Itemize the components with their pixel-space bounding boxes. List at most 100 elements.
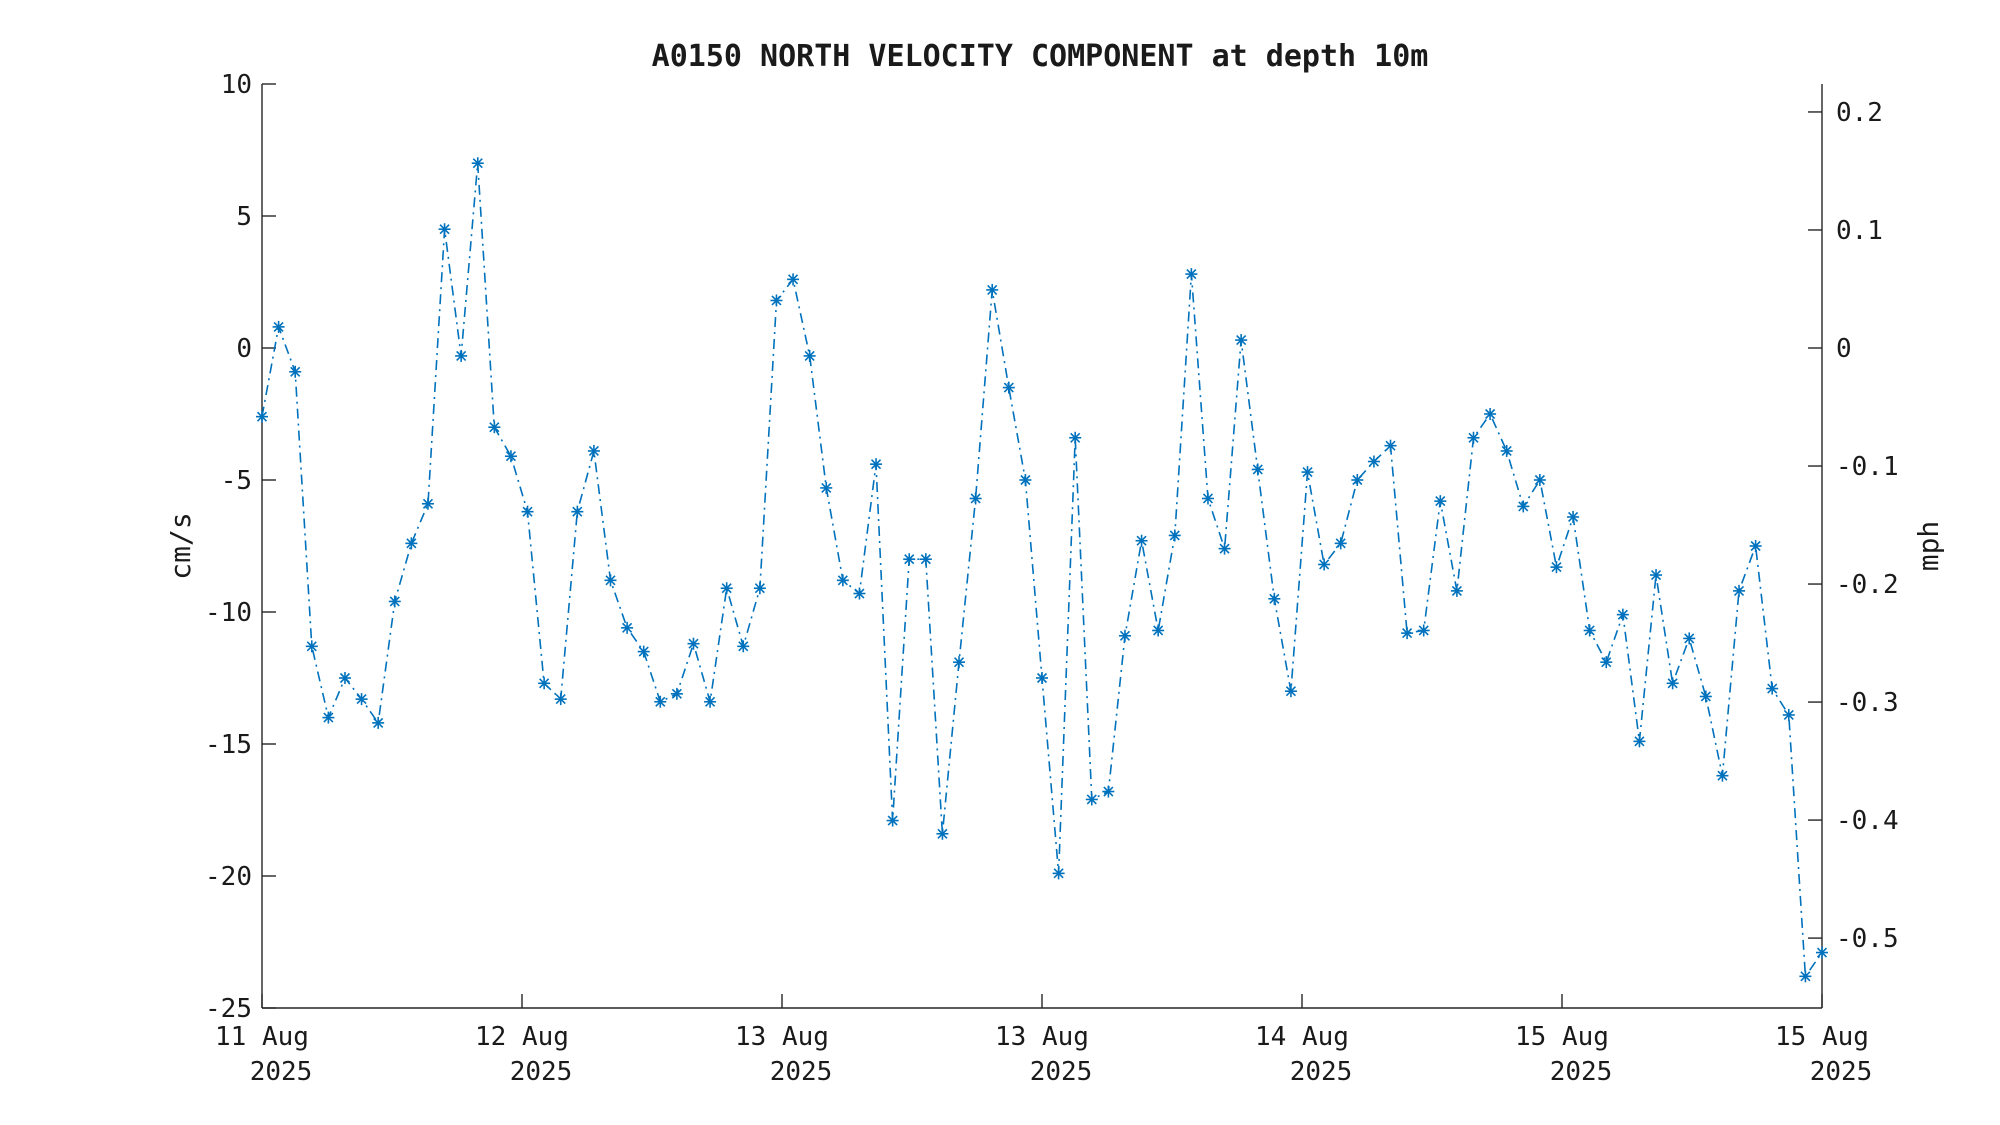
data-point [1484, 408, 1497, 420]
data-point [1500, 444, 1513, 457]
plot-area [261, 84, 1823, 1009]
data-point [853, 587, 866, 600]
data-point [1417, 624, 1430, 637]
data-point [836, 574, 849, 587]
series-north-velocity [256, 157, 1828, 983]
data-point [1650, 569, 1663, 582]
data-point [1517, 500, 1530, 513]
data-point [670, 687, 683, 700]
data-point [969, 492, 982, 505]
data-point [1616, 608, 1629, 621]
left-tick-label: 10 [221, 70, 252, 100]
series-line [261, 163, 1823, 979]
data-point [1666, 677, 1679, 690]
data-point [820, 481, 833, 494]
left-tick-label: -5 [221, 466, 252, 496]
x-tick-year-label: 2025 [1550, 1057, 1613, 1087]
data-point [770, 294, 783, 307]
x-tick-day-label: 15 Aug [1515, 1022, 1609, 1052]
data-point [338, 672, 351, 684]
data-point [1533, 474, 1546, 486]
data-point [704, 695, 717, 708]
data-point [1683, 632, 1696, 645]
x-ticks: 11 Aug 2025 12 Aug 2025 13 Aug 2025 13 Aug 2025… [215, 994, 1872, 1087]
data-point [1384, 439, 1397, 452]
data-point [1367, 455, 1380, 468]
data-point [256, 410, 268, 423]
data-point [1334, 537, 1347, 550]
data-point [388, 595, 401, 608]
x-tick-year-label: 2025 [1290, 1057, 1353, 1087]
data-point [504, 450, 517, 463]
x-tick-year-label: 2025 [510, 1057, 573, 1087]
data-point [621, 621, 634, 634]
data-point [355, 693, 368, 706]
data-point [1251, 463, 1264, 476]
data-point [322, 711, 335, 724]
data-point [1633, 735, 1646, 748]
y-axis-label: cm/s [164, 512, 197, 579]
right-y-axis-label: mph [1912, 521, 1945, 572]
left-y-ticks: 10 5 0 -5 -10 -15 -20 -25 [205, 70, 276, 1024]
data-point [488, 421, 501, 434]
right-tick-label: -0.3 [1836, 688, 1899, 718]
x-tick-year-label: 2025 [770, 1057, 833, 1087]
data-point [1235, 334, 1248, 347]
data-point [1135, 534, 1148, 547]
data-point [903, 553, 916, 566]
data-point [289, 365, 302, 378]
data-point [1401, 627, 1414, 640]
data-point [604, 574, 617, 587]
left-tick-label: 0 [236, 334, 252, 364]
right-y-ticks: 0.2 0.1 0 -0.1 -0.2 -0.3 -0.4 -0.5 [1808, 98, 1899, 954]
data-point [1699, 690, 1712, 703]
data-point [1201, 492, 1214, 505]
data-point [753, 582, 766, 595]
data-point [538, 677, 551, 690]
data-point [1002, 381, 1015, 394]
data-point [919, 553, 932, 566]
data-point [1450, 584, 1463, 597]
data-point [471, 157, 484, 170]
data-point [405, 537, 418, 550]
data-point [1318, 558, 1331, 571]
data-point [1118, 629, 1131, 642]
data-point [1085, 793, 1098, 806]
data-point [1185, 268, 1198, 281]
data-point [1600, 656, 1613, 669]
x-tick-day-label: 13 Aug [995, 1022, 1089, 1052]
right-tick-label: -0.1 [1836, 452, 1899, 482]
data-point [1168, 529, 1181, 542]
x-tick-day-label: 14 Aug [1255, 1022, 1349, 1052]
left-tick-label: -15 [205, 730, 252, 760]
data-point [1102, 785, 1115, 798]
data-point [1550, 561, 1563, 574]
right-tick-label: -0.2 [1836, 570, 1899, 600]
data-point [1268, 592, 1281, 605]
x-tick-day-label: 13 Aug [735, 1022, 829, 1052]
data-point [1749, 540, 1762, 552]
data-point [1733, 584, 1746, 597]
data-point [421, 497, 434, 510]
data-point [1782, 708, 1795, 721]
left-tick-label: -25 [205, 994, 252, 1024]
x-tick-day-label: 15 Aug [1775, 1022, 1869, 1052]
chart-title: A0150 NORTH VELOCITY COMPONENT at depth … [652, 39, 1429, 74]
data-point [1434, 495, 1447, 508]
data-point [1567, 510, 1580, 523]
data-point [372, 716, 385, 729]
x-tick-day-label: 12 Aug [475, 1022, 569, 1052]
right-tick-label: 0 [1836, 334, 1852, 364]
data-point [305, 640, 318, 653]
data-point [1284, 685, 1297, 698]
right-tick-label: -0.5 [1836, 924, 1899, 954]
data-point [654, 695, 667, 708]
data-point [953, 656, 966, 669]
data-point [1218, 542, 1231, 555]
data-point [455, 349, 468, 362]
data-point [936, 827, 949, 840]
data-point [870, 458, 883, 471]
data-point [1351, 474, 1364, 486]
data-point [1069, 431, 1082, 444]
